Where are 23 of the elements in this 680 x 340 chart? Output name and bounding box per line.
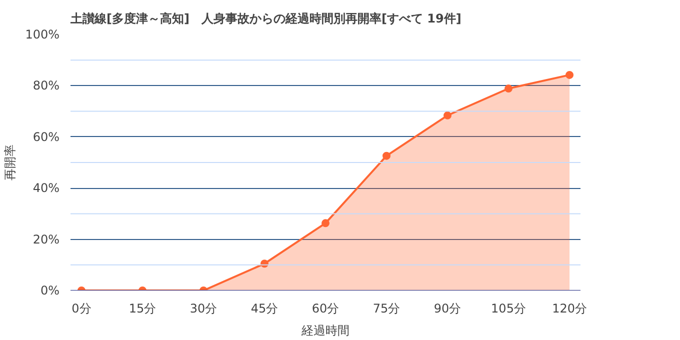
x-tick-label: 45分 (250, 302, 278, 316)
x-tick-label: 15分 (128, 302, 156, 316)
y-tick-label: 20% (32, 232, 60, 246)
chart-title: 土讃線[多度津～高知] 人身事故からの経過時間別再開率[すべて 19件] (70, 12, 462, 26)
x-tick-label: 60分 (312, 302, 340, 316)
x-tick-label: 30分 (190, 302, 218, 316)
x-axis-title: 経過時間 (300, 324, 350, 338)
point (566, 70, 574, 79)
y-tick-label: 0% (40, 284, 60, 298)
x-tick-label: 0分 (72, 302, 92, 316)
y-axis-title: 再開率 (3, 144, 18, 180)
y-tick-label: 40% (32, 181, 60, 196)
y-tick-label: 60% (32, 130, 60, 144)
point (322, 219, 330, 228)
x-tick-label: 75分 (372, 302, 400, 316)
x-tick-label: 105分 (491, 302, 526, 316)
point (504, 84, 513, 93)
y-tick-label: 80% (32, 78, 60, 93)
x-tick-label: 90分 (434, 302, 462, 316)
y-tick-label: 100% (25, 28, 60, 42)
point (382, 152, 391, 160)
point (444, 111, 452, 120)
x-tick-label: 120分 (552, 302, 587, 316)
